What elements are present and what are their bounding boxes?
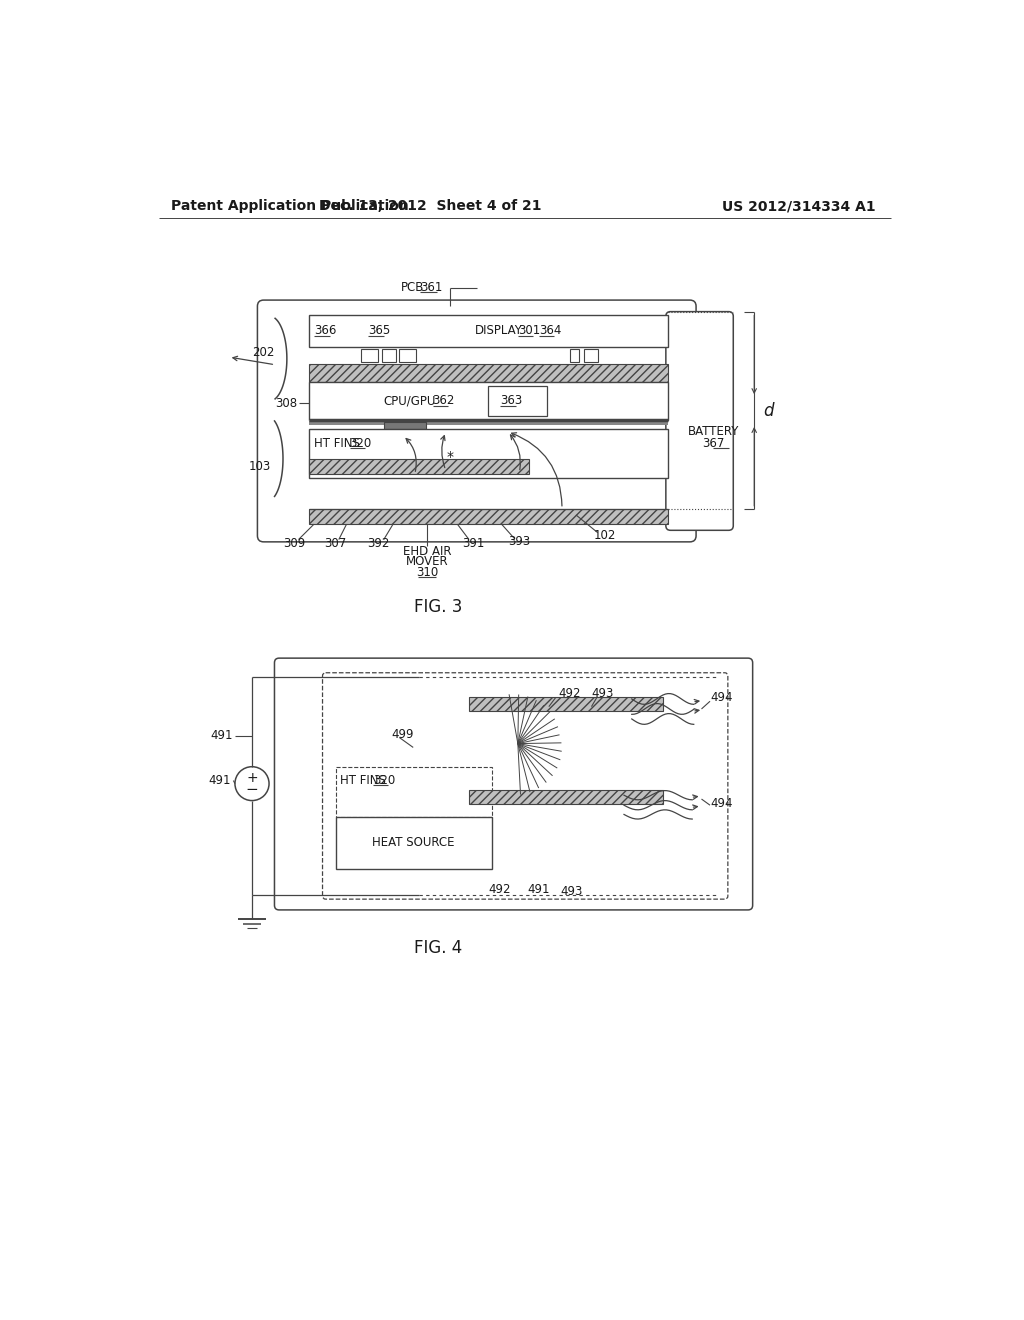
Text: FIG. 3: FIG. 3 [414, 598, 462, 615]
Text: 391: 391 [462, 537, 484, 550]
Text: 202: 202 [253, 346, 274, 359]
Text: CPU/GPU: CPU/GPU [384, 395, 436, 408]
Bar [308, 364, 669, 381]
Text: 366: 366 [314, 325, 336, 338]
Text: EHD AIR: EHD AIR [402, 545, 452, 557]
Bar [308, 420, 669, 425]
Bar [308, 429, 669, 478]
Text: d: d [764, 403, 774, 420]
Text: DISPLAY: DISPLAY [474, 325, 522, 338]
Bar [336, 767, 493, 817]
Bar [569, 350, 579, 362]
Bar [382, 350, 396, 362]
Bar [360, 350, 378, 362]
Text: +: + [246, 771, 258, 785]
Text: 491: 491 [209, 774, 231, 787]
Text: 364: 364 [539, 325, 561, 338]
Text: Patent Application Publication: Patent Application Publication [171, 199, 409, 213]
Text: 367: 367 [701, 437, 724, 450]
Bar [584, 350, 598, 362]
Text: 493: 493 [560, 884, 583, 898]
Text: 103: 103 [249, 459, 271, 473]
Text: 494: 494 [711, 690, 733, 704]
Text: 361: 361 [420, 281, 442, 294]
Text: HEAT SOURCE: HEAT SOURCE [372, 837, 455, 850]
Text: −: − [246, 783, 258, 797]
Text: 310: 310 [416, 566, 438, 579]
Text: 494: 494 [711, 797, 733, 810]
Text: MOVER: MOVER [406, 556, 449, 569]
Text: 491: 491 [527, 883, 550, 896]
Bar [469, 789, 663, 804]
Text: 491: 491 [210, 730, 232, 742]
Text: 320: 320 [349, 437, 372, 450]
Bar [308, 459, 529, 474]
Text: 493: 493 [592, 686, 613, 700]
Text: BATTERY: BATTERY [687, 425, 738, 438]
Bar [399, 350, 417, 362]
Text: 499: 499 [391, 727, 414, 741]
Text: 492: 492 [488, 883, 511, 896]
Bar [308, 381, 669, 420]
Text: HT FINS: HT FINS [340, 774, 386, 787]
FancyBboxPatch shape [257, 300, 696, 543]
Bar [488, 385, 547, 416]
Text: FIG. 4: FIG. 4 [414, 939, 462, 957]
Text: 492: 492 [558, 686, 581, 700]
Text: 301: 301 [518, 325, 540, 338]
Bar [469, 697, 663, 711]
Text: 102: 102 [594, 529, 615, 543]
Text: 392: 392 [368, 537, 389, 550]
Text: 309: 309 [284, 537, 306, 550]
Text: 365: 365 [369, 325, 390, 338]
Text: HT FINS: HT FINS [314, 437, 359, 450]
Bar [384, 422, 426, 429]
Text: 363: 363 [500, 395, 522, 408]
FancyBboxPatch shape [274, 659, 753, 909]
Text: *: * [446, 450, 454, 465]
Text: 393: 393 [508, 536, 530, 548]
Bar [336, 817, 493, 869]
FancyBboxPatch shape [666, 312, 733, 531]
Bar [308, 508, 669, 524]
Bar [671, 321, 690, 523]
Text: US 2012/314334 A1: US 2012/314334 A1 [722, 199, 876, 213]
Text: 308: 308 [274, 397, 297, 409]
Text: PCB: PCB [400, 281, 424, 294]
Text: 307: 307 [324, 537, 346, 550]
Text: 362: 362 [432, 395, 455, 408]
Text: Dec. 13, 2012  Sheet 4 of 21: Dec. 13, 2012 Sheet 4 of 21 [319, 199, 542, 213]
Bar [308, 314, 669, 347]
Text: 320: 320 [373, 774, 395, 787]
